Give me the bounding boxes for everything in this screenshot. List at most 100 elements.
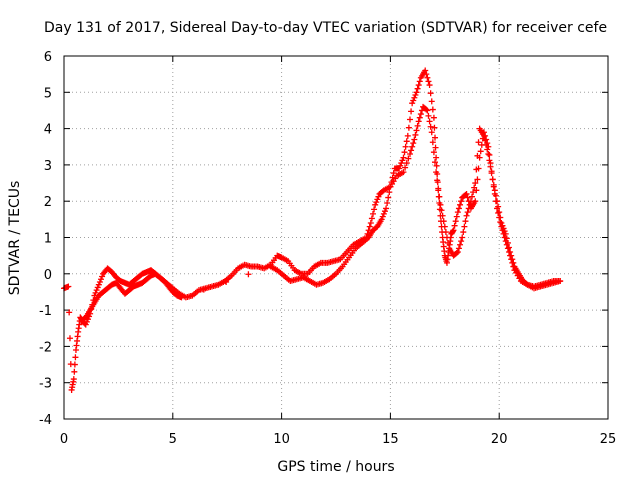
data-point [95, 281, 102, 288]
data-point [510, 259, 517, 266]
data-point [82, 321, 89, 328]
data-point [428, 98, 435, 105]
data-point [488, 168, 495, 175]
data-point [476, 154, 483, 161]
data-point [463, 190, 470, 197]
data-point [509, 256, 516, 263]
data-point [422, 67, 429, 74]
data-point [465, 198, 472, 205]
y-axis-label: SDTVAR / TECUs [7, 181, 23, 296]
data-point [223, 278, 230, 285]
data-point [411, 94, 418, 101]
data-point [484, 146, 491, 153]
data-point [508, 252, 515, 259]
data-point [178, 294, 185, 301]
data-point [478, 141, 485, 148]
data-point [388, 179, 395, 186]
data-point [499, 222, 506, 229]
x-tick-label: 5 [169, 432, 177, 447]
data-point [366, 223, 373, 230]
data-point [457, 241, 464, 248]
data-point [426, 118, 433, 125]
data-point [460, 229, 467, 236]
data-point [427, 90, 434, 97]
x-tick-label: 25 [600, 432, 617, 447]
data-point [408, 147, 415, 154]
data-point [461, 223, 468, 230]
data-point [430, 149, 437, 156]
data-point [405, 124, 412, 131]
data-point [486, 151, 493, 158]
data-point [437, 218, 444, 225]
data-point [383, 205, 390, 212]
data-point [399, 157, 406, 164]
data-point [472, 180, 479, 187]
data-point [410, 97, 417, 104]
data-point [490, 181, 497, 188]
data-point [367, 219, 374, 226]
data-point [414, 122, 421, 129]
data-point [96, 278, 103, 285]
y-tick-label: 3 [44, 159, 52, 174]
data-point [409, 143, 416, 150]
data-point [400, 154, 407, 161]
data-point [375, 193, 382, 200]
data-point [409, 100, 416, 107]
data-point [436, 200, 443, 207]
data-point [71, 361, 78, 368]
data-point [413, 89, 420, 96]
data-point [412, 92, 419, 99]
data-point [99, 273, 106, 280]
data-point [474, 176, 481, 183]
data-point [435, 193, 442, 200]
data-point [92, 289, 99, 296]
data-point [416, 114, 423, 121]
data-point [415, 82, 422, 89]
data-point [378, 216, 385, 223]
marker-layer [61, 67, 564, 393]
x-tick-label: 20 [491, 432, 508, 447]
data-point [413, 127, 420, 134]
data-point [485, 143, 492, 150]
data-point [487, 160, 494, 167]
data-point [430, 114, 437, 121]
data-point [492, 192, 499, 199]
data-point [414, 85, 421, 92]
data-point [371, 206, 378, 213]
data-point [423, 106, 430, 113]
data-point [495, 203, 502, 210]
data-point [455, 205, 462, 212]
data-point [494, 198, 501, 205]
data-point [502, 230, 509, 237]
data-point [464, 194, 471, 201]
data-point [403, 138, 410, 145]
data-point [428, 129, 435, 136]
data-point [501, 228, 508, 235]
data-point [386, 189, 393, 196]
data-point [462, 218, 469, 225]
data-point [450, 227, 457, 234]
data-point [368, 215, 375, 222]
data-point [432, 134, 439, 141]
data-point [434, 170, 441, 177]
data-point [455, 245, 462, 252]
data-point [495, 209, 502, 216]
data-point [387, 183, 394, 190]
data-point [458, 238, 465, 245]
data-point [404, 132, 411, 139]
data-point [433, 154, 440, 161]
data-point [432, 159, 439, 166]
data-point [434, 179, 441, 186]
data-point [439, 229, 446, 236]
data-point [83, 318, 90, 325]
data-point [423, 71, 430, 78]
data-point [70, 376, 77, 383]
data-point [452, 218, 459, 225]
data-point [483, 136, 490, 143]
data-point [390, 170, 397, 177]
data-point [415, 118, 422, 125]
data-point [381, 208, 388, 215]
x-tick-labels: 0 5 10 15 20 25 [60, 432, 616, 447]
data-point [482, 132, 489, 139]
data-point [424, 74, 431, 81]
